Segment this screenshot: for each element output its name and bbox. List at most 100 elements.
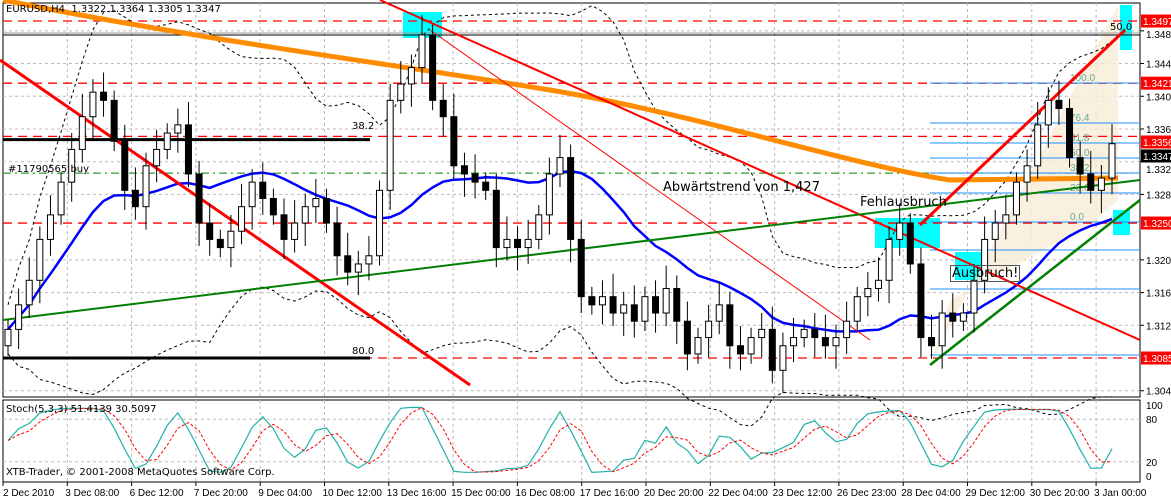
- trendline-red-thin: [429, 29, 871, 341]
- candle-body: [142, 165, 150, 208]
- candle-body: [15, 304, 23, 330]
- price-label-bg: [1141, 14, 1171, 28]
- candle-body: [609, 296, 617, 314]
- candle-body: [662, 287, 670, 314]
- candle-body: [439, 99, 447, 118]
- candle-body: [163, 132, 171, 150]
- x-tick-label: 23 Dec 12:00: [773, 488, 833, 499]
- candle-body: [1055, 99, 1063, 110]
- candle-body: [779, 345, 787, 371]
- candle-body: [790, 337, 798, 347]
- candle-body: [620, 304, 628, 314]
- candle-body: [259, 181, 267, 200]
- x-tick-label: 20 Dec 20:00: [644, 488, 704, 499]
- candle-body: [418, 34, 426, 69]
- candle-body: [429, 34, 437, 101]
- y-tick-label: 1.3165: [1146, 289, 1171, 300]
- candle-body: [917, 263, 925, 339]
- candle-body: [821, 337, 829, 347]
- candle-body: [4, 328, 12, 347]
- candle-body: [216, 238, 224, 249]
- stoch-tick-label: 100: [1146, 401, 1163, 412]
- candle-body: [301, 206, 309, 224]
- candle-body: [588, 296, 596, 306]
- x-tick-label: 13 Dec 16:00: [387, 488, 447, 499]
- x-tick-label: 17 Dec 16:00: [580, 488, 640, 499]
- stoch-tick-label: 80: [1146, 415, 1158, 426]
- order-label: #11790565 buy: [8, 164, 90, 175]
- candle-body: [938, 312, 946, 347]
- price-label: 1.3085: [1143, 354, 1171, 365]
- fib-label-50: 50.0: [1110, 22, 1133, 33]
- candle-body: [959, 312, 967, 322]
- candle-body: [227, 230, 235, 249]
- candle-body: [832, 337, 840, 347]
- candle-body: [68, 148, 76, 183]
- candle-body: [238, 206, 246, 232]
- candle-body: [365, 255, 373, 265]
- stoch-pane: [2, 399, 1141, 483]
- candle-body: [407, 67, 415, 85]
- candle-body: [874, 279, 882, 289]
- x-tick-label: 28 Dec 04:00: [901, 488, 961, 499]
- price-label-bg: [1141, 351, 1171, 365]
- x-tick-label: 29 Dec 12:00: [966, 488, 1026, 499]
- price-label: 1.3497: [1143, 17, 1171, 28]
- breakout-zone: [1120, 5, 1132, 50]
- y-tick-label: 1.3485: [1146, 30, 1171, 41]
- y-tick-label: 1.3125: [1146, 321, 1171, 332]
- y-tick-label: 1.3405: [1146, 92, 1171, 103]
- candle-body: [535, 214, 543, 240]
- candle-body: [482, 181, 490, 191]
- candle-body: [853, 296, 861, 322]
- copyright-label: XTB-Trader, © 2001-2008 MetaQuotes Softw…: [6, 467, 275, 478]
- candle-body: [747, 337, 755, 355]
- moving-average-orange: [2, 0, 1119, 183]
- candle-body: [1108, 143, 1116, 179]
- fib-level-label: 76.4: [1070, 113, 1090, 124]
- candle-body: [460, 165, 468, 175]
- candle-body: [1044, 99, 1052, 126]
- candle-body: [864, 287, 872, 298]
- candle-body: [206, 222, 214, 240]
- candle-body: [598, 296, 606, 306]
- trendline-green-2: [929, 199, 1141, 366]
- trendline-red-rising: [918, 28, 1127, 227]
- x-tick-label: 3 Jan 00:00: [1094, 488, 1147, 499]
- candle-body: [694, 337, 702, 355]
- candle-body: [450, 116, 458, 167]
- candle-body: [1012, 181, 1020, 216]
- candle-body: [1097, 177, 1105, 191]
- y-tick-label: 1.3325: [1146, 165, 1171, 176]
- candle-body: [928, 337, 936, 347]
- x-tick-label: 26 Dec 23:00: [837, 488, 897, 499]
- candle-body: [1087, 173, 1095, 191]
- stoch-tick-label: 0: [1146, 472, 1152, 483]
- symbol-label: EURUSD,H4: [6, 4, 66, 15]
- price-label: 1.3347: [1143, 152, 1171, 163]
- x-tick-label: 9 Dec 04:00: [258, 488, 312, 499]
- price-label: 1.3356: [1143, 138, 1171, 149]
- candle-body: [567, 157, 575, 240]
- y-tick-label: 1.3445: [1146, 60, 1171, 71]
- candle-body: [57, 181, 65, 216]
- candle-body: [25, 279, 33, 306]
- breakout-annotation: Ausbruch!: [950, 265, 1021, 282]
- candle-body: [344, 255, 352, 273]
- price-label: 1.3421: [1143, 79, 1171, 90]
- candle-body: [896, 222, 904, 240]
- false-breakout-annotation: Fehlausbruch: [860, 195, 947, 210]
- candle-body: [110, 99, 118, 142]
- x-tick-label: 2 Dec 2010: [3, 488, 55, 499]
- candle-body: [758, 328, 766, 339]
- candle-body: [322, 198, 330, 224]
- candle-body: [46, 214, 54, 240]
- candle-body: [184, 124, 192, 175]
- candle-body: [768, 328, 776, 371]
- candle-body: [503, 238, 511, 249]
- x-tick-label: 10 Dec 12:00: [323, 488, 383, 499]
- trendline-red-2: [379, 0, 1141, 341]
- stoch-label: Stoch(5,3,3) 51.4139 30.5097: [6, 404, 157, 415]
- candle-body: [970, 279, 978, 314]
